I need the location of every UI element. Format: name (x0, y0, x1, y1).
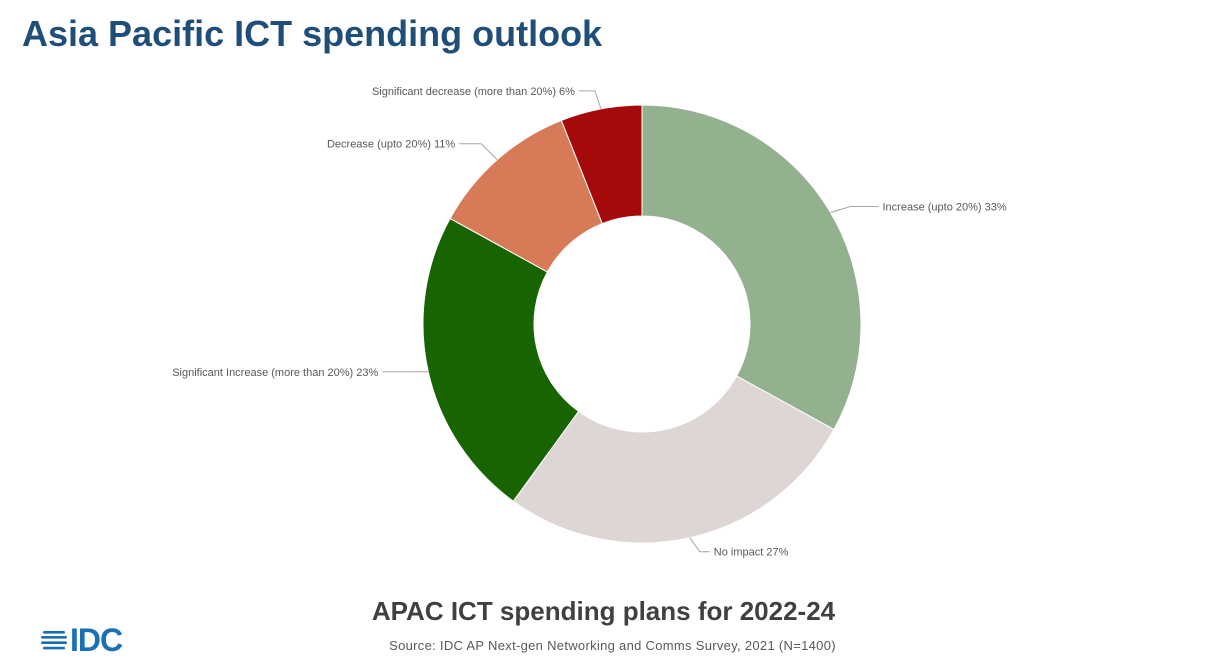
donut-slice (641, 104, 862, 431)
donut-slice (560, 104, 643, 225)
logo-text: IDC (70, 622, 123, 658)
globe-icon (41, 631, 67, 650)
leader-line (830, 206, 879, 213)
source-note: Source: IDC AP Next-gen Networking and C… (389, 638, 836, 653)
leader-line (459, 143, 498, 161)
donut-slice (422, 217, 580, 502)
data-label: Significant decrease (more than 20%) 6% (372, 86, 575, 98)
page-title: Asia Pacific ICT spending outlook (22, 13, 603, 54)
donut-slice (512, 375, 835, 544)
data-label: No impact 27% (714, 547, 789, 559)
data-label: Decrease (upto 20%) 11% (327, 139, 455, 151)
data-label: Significant Increase (more than 20%) 23% (172, 367, 378, 379)
leader-line (689, 537, 710, 553)
data-label: Increase (upto 20%) 33% (883, 202, 1007, 214)
chart-title: APAC ICT spending plans for 2022-24 (371, 596, 836, 626)
leader-line (578, 90, 602, 110)
idc-logo: IDC (40, 622, 123, 658)
